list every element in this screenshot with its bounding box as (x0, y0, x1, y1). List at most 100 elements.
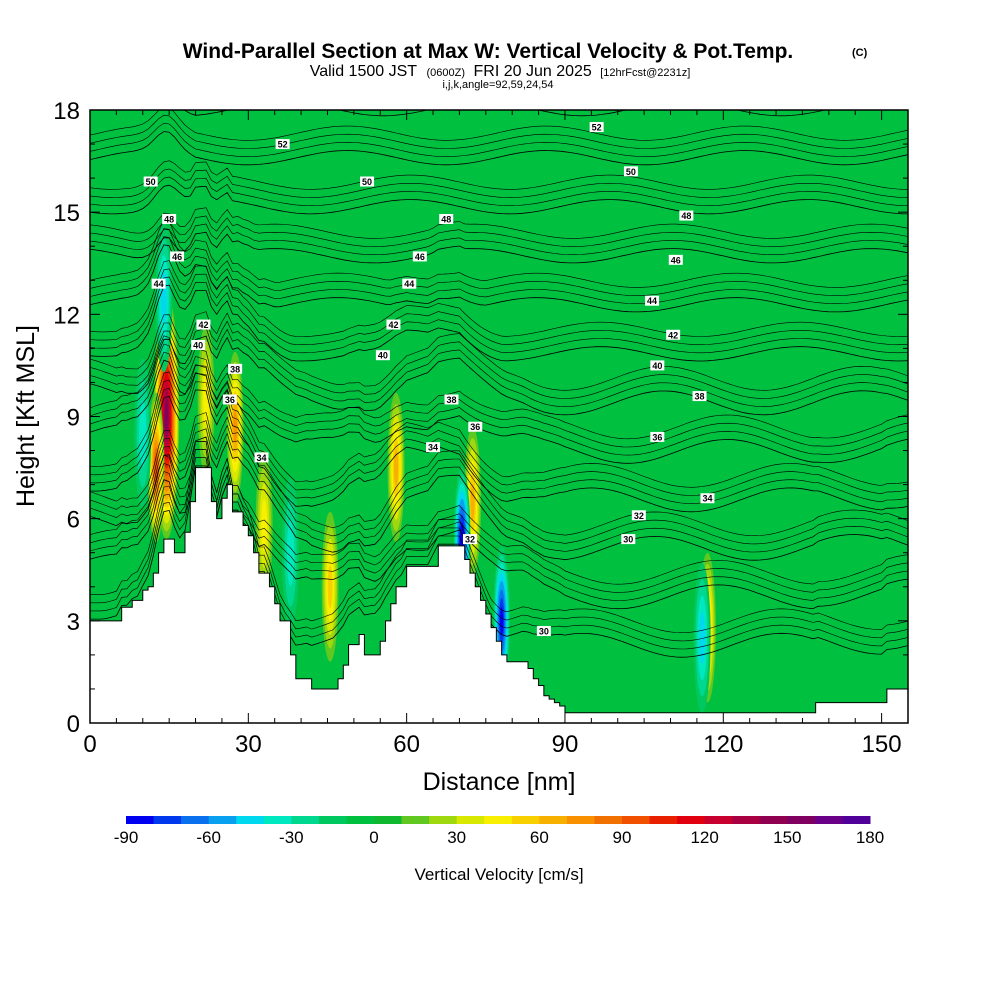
contour-line (90, 441, 908, 585)
contour-label-text: 44 (647, 296, 657, 306)
contour-line (90, 351, 908, 456)
velocity-band (500, 606, 504, 635)
contour-label-box (170, 251, 185, 262)
colorbar-tick-label: 30 (447, 828, 466, 847)
contour-label-text: 40 (378, 351, 388, 361)
contour-line (90, 168, 908, 198)
x-tick-label: 120 (703, 731, 743, 758)
contour-label: 48 (439, 213, 454, 224)
contour-label: 30 (621, 534, 636, 545)
contour-line (90, 110, 908, 141)
contour-label: 50 (143, 176, 158, 187)
contour-label: 46 (668, 254, 683, 265)
y-tick-label: 15 (53, 200, 80, 227)
contour-label-text: 50 (362, 177, 372, 187)
y-tick-label: 9 (67, 405, 80, 432)
contour-label-box (254, 452, 269, 463)
y-tick-label: 18 (53, 98, 80, 125)
contour-label: 36 (468, 421, 483, 432)
contour-label-text: 42 (388, 320, 398, 330)
contour-label-text: 32 (634, 511, 644, 521)
x-tick-label: 0 (83, 731, 96, 758)
copyright-mark: (C) (852, 47, 868, 59)
y-tick-label: 0 (67, 711, 80, 738)
contour-line-38 (90, 359, 908, 464)
contour-label: 30 (536, 626, 551, 637)
contour-label-text: 34 (257, 453, 267, 463)
contour-label-text: 46 (671, 255, 681, 265)
contour-line (90, 122, 908, 157)
contour-label-box (426, 442, 441, 453)
colorbar-swatch (787, 816, 816, 824)
contour-line (90, 215, 908, 247)
colorbar-swatch (346, 816, 375, 824)
contour-label: 52 (275, 139, 290, 150)
colorbar-label: Vertical Velocity [cm/s] (414, 865, 583, 884)
contour-line (90, 373, 908, 496)
x-tick-label: 150 (862, 731, 902, 758)
contour-line-40 (90, 335, 908, 416)
colorbar-swatch (677, 816, 706, 824)
velocity-band (286, 519, 295, 587)
contour-label-text: 44 (404, 279, 414, 289)
contour-label-box (631, 510, 646, 521)
y-axis-label: Height [Kft MSL] (12, 325, 40, 507)
colorbar-tick-label: -60 (196, 828, 221, 847)
colorbar-tick-label: -30 (279, 828, 304, 847)
contour-line (90, 420, 908, 545)
colorbar-swatch (263, 816, 292, 824)
contour-label: 48 (162, 213, 177, 224)
colorbar-swatch (236, 816, 265, 824)
contour-line (90, 335, 908, 440)
contour-line-46 (90, 231, 908, 264)
contour-label: 42 (386, 319, 401, 330)
colorbar-swatch (759, 816, 788, 824)
contour-label-box (650, 360, 665, 371)
colorbar-swatch (566, 816, 595, 824)
velocity-band (470, 483, 475, 520)
contour-label-box (228, 363, 243, 374)
velocity-band (327, 565, 333, 609)
valid-time: Valid 1500 JST (310, 63, 418, 80)
contour-label: 52 (589, 122, 604, 133)
colorbar-tick-label: 180 (856, 828, 884, 847)
contour-label: 50 (360, 176, 375, 187)
contour-label-box (222, 394, 237, 405)
colorbar-swatch (484, 816, 513, 824)
velocity-cell (147, 392, 165, 543)
contour-label-text: 36 (470, 422, 480, 432)
contour-line-50 (90, 131, 908, 166)
colorbar-swatch (594, 816, 623, 824)
contour-label-box (444, 394, 459, 405)
contour-label-text: 40 (193, 340, 203, 350)
colorbar-tick-label: 120 (690, 828, 718, 847)
colorbar: -90 -60 -30 0 30 60 90 120 150 180 (114, 816, 884, 847)
contour-line-34 (90, 436, 908, 561)
contour-line (90, 228, 908, 296)
contour-label: 32 (462, 534, 477, 545)
contour-label-box (402, 278, 417, 289)
colorbar-swatch (456, 816, 485, 824)
contour-label: 44 (151, 278, 166, 289)
contour-label-box (360, 176, 375, 187)
contour-line (90, 160, 908, 190)
contour-label-box (462, 534, 477, 545)
contour-line (90, 365, 908, 488)
contour-line (90, 319, 908, 399)
contour-line (90, 449, 908, 593)
contour-label-text: 52 (278, 140, 288, 150)
valid-utc: (0600Z) (427, 67, 466, 79)
contour-label-text: 40 (652, 361, 662, 371)
contour-line-36 (90, 389, 908, 513)
chart-subtitle: Valid 1500 JST (0600Z) FRI 20 Jun 2025 [… (310, 63, 691, 80)
contour-line (90, 457, 908, 601)
contour-label-box (162, 213, 177, 224)
colorbar-swatch (539, 816, 568, 824)
colorbar-swatch (401, 816, 430, 824)
contour-label-box (679, 210, 694, 221)
x-axis: 0 30 60 90 120 150 (83, 110, 909, 758)
contour-label-box (536, 626, 551, 637)
contour-label-box (439, 213, 454, 224)
contour-label-box (375, 350, 390, 361)
